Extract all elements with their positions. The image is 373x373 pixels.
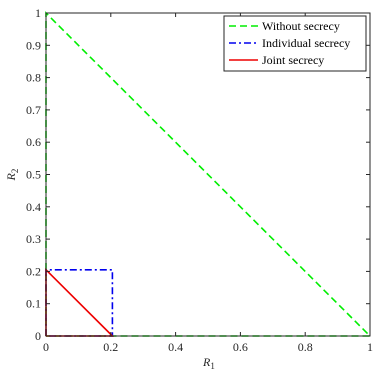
x-axis-label: R1	[202, 355, 215, 371]
y-tick-label: 0.9	[26, 38, 41, 52]
y-axis-label: R2	[4, 169, 20, 182]
y-tick-label: 0.5	[26, 168, 41, 182]
x-tick-label: 0.4	[168, 340, 183, 354]
legend: Without secrecy Individual secrecy Joint s…	[223, 15, 367, 72]
x-tick-label: 0.2	[103, 340, 118, 354]
y-tick-label: 0.1	[26, 297, 41, 311]
y-tick-label: 0.8	[26, 71, 41, 85]
x-tick-label: 0	[43, 340, 49, 354]
y-tick-label: 0.6	[26, 135, 41, 149]
legend-label: Without secrecy	[262, 19, 340, 33]
series-line	[45, 267, 115, 337]
legend-label: Individual secrecy	[262, 36, 350, 50]
y-tick-label: 0.2	[26, 264, 41, 278]
y-tick-label: 0.7	[26, 103, 41, 117]
x-tick-label: 1	[367, 340, 373, 354]
y-tick-label: 0.3	[26, 232, 41, 246]
y-tick-label: 0.4	[26, 200, 41, 214]
y-tick-label: 1	[35, 6, 41, 20]
x-tick-label: 0.8	[298, 340, 313, 354]
y-tick-label: 0	[35, 329, 41, 343]
ticks-layer: 0 0.2 0.4 0.6 0.8 1 0 0.1 0.2 0.3 0.4 0.5 0.6 0.7 0.8 0…	[26, 6, 373, 354]
series-line	[45, 11, 372, 337]
x-tick-label: 0.6	[233, 340, 248, 354]
legend-label: Joint secrecy	[262, 53, 324, 67]
